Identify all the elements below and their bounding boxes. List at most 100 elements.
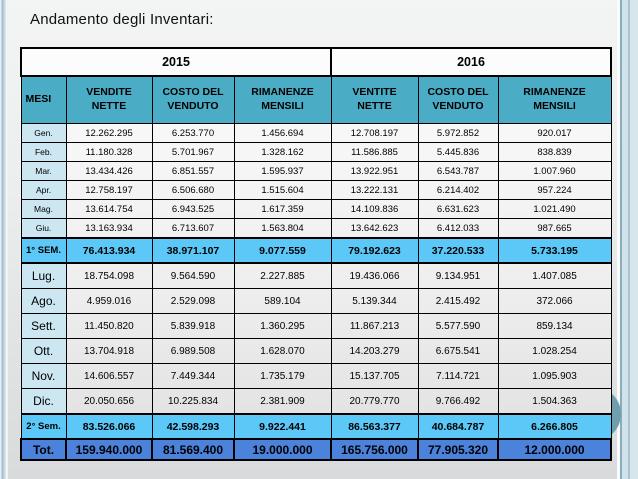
data-cell: 7.449.344 — [151, 363, 235, 389]
data-cell: 14.109.836 — [330, 199, 419, 219]
data-cell: 42.598.293 — [151, 413, 235, 440]
row-label: Mar. — [20, 161, 67, 181]
data-cell: 14.606.557 — [65, 363, 153, 389]
data-cell: 1.563.804 — [233, 218, 332, 239]
data-cell: 11.586.885 — [330, 142, 419, 162]
data-cell: 5.445.836 — [417, 142, 499, 162]
table-row: Lug. 18.754.098 9.564.590 2.227.885 19.436.0… — [20, 262, 612, 289]
data-cell: 5.839.918 — [151, 313, 235, 339]
year-header-2016: 2016 — [329, 47, 613, 77]
table-row: Apr. 12.758.197 6.506.680 1.515.604 13.222.1… — [20, 180, 612, 200]
data-cell: 1.028.254 — [497, 338, 612, 364]
left-border-band — [0, 0, 8, 479]
table-row: Ago. 4.959.016 2.529.098 589.104 5.139.344 2.… — [20, 288, 612, 314]
data-cell: 13.642.623 — [330, 218, 419, 239]
column-header-costo-venduto-2015: COSTO DEL VENDUTO — [151, 75, 235, 124]
row-label: Nov. — [20, 363, 67, 389]
data-cell: 14.203.279 — [330, 338, 419, 364]
data-cell: 1.021.490 — [497, 199, 612, 219]
data-cell: 6.266.805 — [497, 413, 612, 440]
data-cell: 9.766.492 — [417, 388, 499, 415]
row-label: Dic. — [20, 388, 67, 415]
data-cell: 859.134 — [497, 313, 612, 339]
data-cell: 76.413.934 — [65, 237, 153, 264]
row-label: 2° Sem. — [20, 413, 67, 440]
data-cell: 6.506.680 — [151, 180, 235, 200]
row-label: Apr. — [20, 180, 67, 200]
data-cell: 12.262.295 — [65, 123, 153, 143]
row-label: Tot. — [20, 438, 67, 461]
column-header-costo-venduto-2016: COSTO DEL VENDUTO — [417, 75, 499, 124]
data-cell: 1.617.359 — [233, 199, 332, 219]
data-cell: 1.328.162 — [233, 142, 332, 162]
table-row: Mar. 13.434.426 6.851.557 1.595.937 13.922.9… — [20, 161, 612, 181]
data-cell: 1.407.085 — [497, 262, 612, 289]
data-cell: 9.077.559 — [233, 237, 332, 264]
data-cell: 37.220.533 — [417, 237, 499, 264]
column-header-rimanenze-2015: RIMANENZE MENSILI — [233, 75, 332, 124]
data-cell: 1.007.960 — [497, 161, 612, 181]
table-row: Tot. 159.940.000 81.569.400 19.000.000 165.7… — [20, 438, 613, 461]
data-cell: 1.360.295 — [233, 313, 332, 339]
data-cell: 589.104 — [233, 288, 332, 314]
data-cell: 11.180.328 — [65, 142, 153, 162]
table-row: 2° Sem. 83.526.066 42.598.293 9.922.441 86.5… — [20, 413, 612, 440]
table-row: Dic. 20.050.656 10.225.834 2.381.909 20.779.… — [20, 388, 612, 415]
inventory-table: 2015 2016 MESI VENDITE NETTE COSTO DEL V… — [20, 47, 613, 461]
data-cell: 6.943.525 — [151, 199, 235, 219]
data-cell: 13.704.918 — [65, 338, 153, 364]
data-cell: 7.114.721 — [417, 363, 499, 389]
row-label: Gen. — [20, 123, 67, 143]
row-label: Sett. — [20, 313, 67, 339]
data-cell: 11.867.213 — [330, 313, 419, 339]
row-label: Giu. — [20, 218, 67, 239]
data-cell: 165.756.000 — [330, 438, 419, 461]
data-cell: 838.839 — [497, 142, 612, 162]
data-cell: 13.922.951 — [330, 161, 419, 181]
data-cell: 5.577.590 — [417, 313, 499, 339]
data-cell: 6.543.787 — [417, 161, 499, 181]
data-cell: 1.515.604 — [233, 180, 332, 200]
data-cell: 20.050.656 — [65, 388, 153, 415]
data-cell: 13.614.754 — [65, 199, 153, 219]
data-cell: 1.095.903 — [497, 363, 612, 389]
slide-title: Andamento degli Inventari: — [30, 11, 214, 28]
data-cell: 79.192.623 — [330, 237, 419, 264]
data-cell: 1.628.070 — [233, 338, 332, 364]
year-header-row: 2015 2016 — [20, 47, 613, 77]
data-cell: 6.713.607 — [151, 218, 235, 239]
data-cell: 9.564.590 — [151, 262, 235, 289]
data-cell: 6.675.541 — [417, 338, 499, 364]
data-cell: 19.436.066 — [330, 262, 419, 289]
data-cell: 1.595.937 — [233, 161, 332, 181]
data-cell: 13.163.934 — [65, 218, 153, 239]
row-label: 1° SEM. — [20, 237, 67, 264]
row-label: Lug. — [20, 262, 67, 289]
data-cell: 1.735.179 — [233, 363, 332, 389]
data-cell: 5.701.967 — [151, 142, 235, 162]
table-row: Feb. 11.180.328 5.701.967 1.328.162 11.586.8… — [20, 142, 612, 162]
data-cell: 2.529.098 — [151, 288, 235, 314]
column-header-row: MESI VENDITE NETTE COSTO DEL VENDUTO RIM… — [20, 75, 612, 124]
data-cell: 920.017 — [497, 123, 612, 143]
table-row: Mag. 13.614.754 6.943.525 1.617.359 14.109.8… — [20, 199, 612, 219]
data-cell: 38.971.107 — [151, 237, 235, 264]
data-cell: 372.066 — [497, 288, 612, 314]
column-header-vendite-nette-2015: VENDITE NETTE — [65, 75, 153, 124]
data-cell: 10.225.834 — [151, 388, 235, 415]
column-header-mesi: MESI — [20, 75, 67, 124]
data-cell: 6.989.508 — [151, 338, 235, 364]
data-cell: 40.684.787 — [417, 413, 499, 440]
row-label: Feb. — [20, 142, 67, 162]
data-cell: 6.851.557 — [151, 161, 235, 181]
column-header-ventite-nette-2016: VENTITE NETTE — [330, 75, 419, 124]
data-cell: 159.940.000 — [65, 438, 153, 461]
data-cell: 987.665 — [497, 218, 612, 239]
data-cell: 13.434.426 — [65, 161, 153, 181]
data-cell: 12.708.197 — [330, 123, 419, 143]
data-cell: 957.224 — [497, 180, 612, 200]
data-cell: 6.412.033 — [417, 218, 499, 239]
data-cell: 11.450.820 — [65, 313, 153, 339]
data-cell: 2.227.885 — [233, 262, 332, 289]
table-row: 1° SEM. 76.413.934 38.971.107 9.077.559 79.1… — [20, 237, 612, 264]
